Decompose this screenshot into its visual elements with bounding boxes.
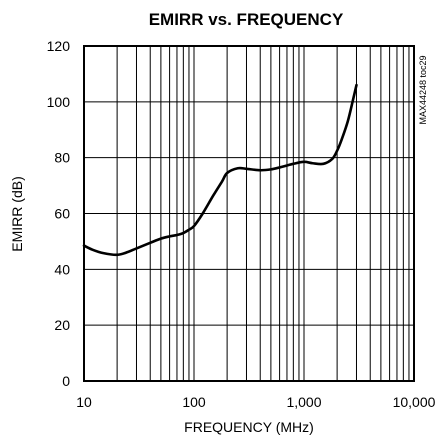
chart-title: EMIRR vs. FREQUENCY [149,10,344,29]
x-tick-label: 1,000 [286,394,321,410]
x-tick-labels: 10 100 1,000 10,000 [76,394,435,410]
y-tick-label: 60 [54,206,70,222]
x-tick-label: 10,000 [393,394,436,410]
y-tick-label: 100 [47,94,71,110]
x-tick-label: 10 [76,394,92,410]
grid [83,45,415,382]
y-tick-labels: 0 20 40 60 80 100 120 [47,38,71,389]
plot-frame [83,45,415,382]
y-tick-label: 120 [47,38,71,54]
x-axis-label: FREQUENCY (MHz) [184,419,314,435]
y-tick-label: 0 [62,373,70,389]
y-tick-label: 80 [54,150,70,166]
y-tick-label: 20 [54,317,70,333]
figure-id-annotation: MAX44248 toc29 [418,55,428,124]
y-axis-label: EMIRR (dB) [9,176,25,251]
x-tick-label: 100 [182,394,206,410]
series-line-emirr [82,83,358,257]
y-tick-label: 40 [54,261,70,277]
